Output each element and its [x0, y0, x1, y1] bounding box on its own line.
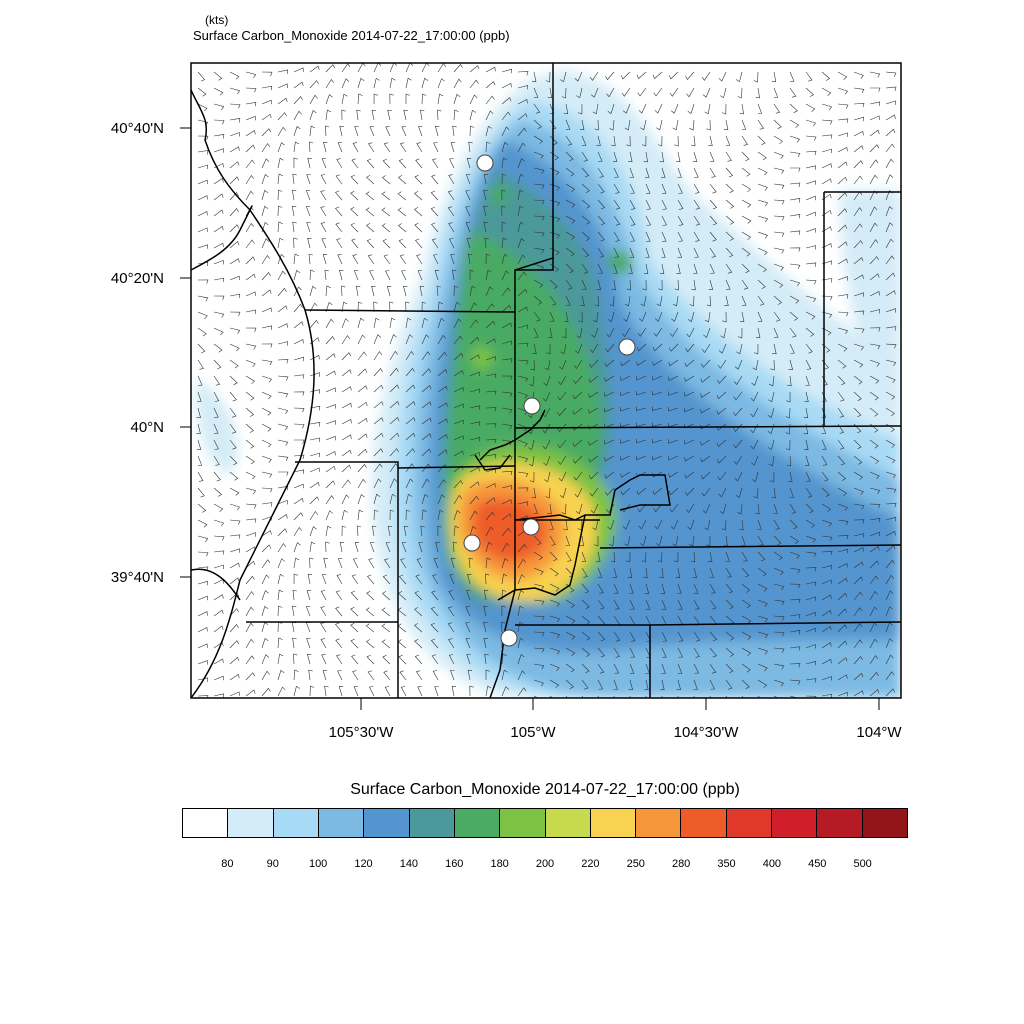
colorbar-bin — [726, 809, 773, 837]
colorbar-bin — [273, 809, 319, 837]
map-plot: 40°40'N 40°20'N 40°N 39°40'N 105°30'W 10… — [111, 62, 902, 741]
colorbar-label: 140 — [399, 858, 419, 870]
colorbar-bin — [500, 809, 546, 837]
colorbar-label: 280 — [671, 858, 691, 870]
colorbar-label: 80 — [221, 858, 234, 870]
colorbar-label: 250 — [626, 858, 645, 870]
colorbar-bin — [636, 809, 682, 837]
y-tick-label: 40°20'N — [111, 270, 164, 287]
colorbar-label: 120 — [354, 858, 373, 870]
colorbar-bin — [545, 809, 591, 837]
units-label: (kts) — [205, 13, 229, 27]
colorbar-labels: 80 90 100 120 140 160 180 200 220 250 280 350 400 450… — [0, 858, 1024, 874]
colorbar-label: 400 — [762, 858, 782, 870]
colorbar-bin — [228, 809, 274, 837]
colorbar-bin — [862, 809, 907, 837]
wind-barbs — [196, 63, 897, 698]
colorbar-label: 200 — [535, 858, 555, 870]
x-tick-label: 104°W — [856, 724, 902, 741]
colorbar-bin — [183, 809, 229, 837]
colorbar-label: 500 — [853, 858, 872, 870]
colorbar-label: 450 — [808, 858, 827, 870]
colorbar-label: 350 — [717, 858, 736, 870]
colorbar-label: 180 — [490, 858, 509, 870]
colorbar-bin — [817, 809, 863, 837]
y-tick-label: 40°N — [130, 419, 164, 436]
y-tick-label: 40°40'N — [111, 120, 164, 137]
colorbar-bin — [772, 809, 818, 837]
colorbar-bin — [681, 809, 727, 837]
colorbar-bin — [364, 809, 410, 837]
y-tick-label: 39°40'N — [111, 569, 164, 586]
colorbar-label: 220 — [581, 858, 600, 870]
county-boundaries — [191, 63, 901, 698]
station-markers — [463, 154, 636, 647]
colorbar-label: 100 — [308, 858, 328, 870]
axis-ticks — [180, 127, 880, 710]
map-frame — [190, 62, 902, 699]
colorbar-bin — [409, 809, 455, 837]
x-tick-label: 104°30'W — [674, 724, 740, 741]
colorbar-bin — [590, 809, 637, 837]
x-tick-label: 105°W — [510, 724, 556, 741]
colorbar — [182, 808, 908, 838]
colorbar-bin — [454, 809, 501, 837]
map-area — [191, 63, 901, 698]
plot-title: Surface Carbon_Monoxide 2014-07-22_17:00… — [193, 28, 510, 43]
colorbar-label: 90 — [266, 858, 279, 870]
x-tick-label: 105°30'W — [329, 724, 395, 741]
legend-title: Surface Carbon_Monoxide 2014-07-22_17:00… — [350, 781, 740, 798]
colorbar-bin — [318, 809, 365, 837]
colorbar-label: 160 — [445, 858, 464, 870]
